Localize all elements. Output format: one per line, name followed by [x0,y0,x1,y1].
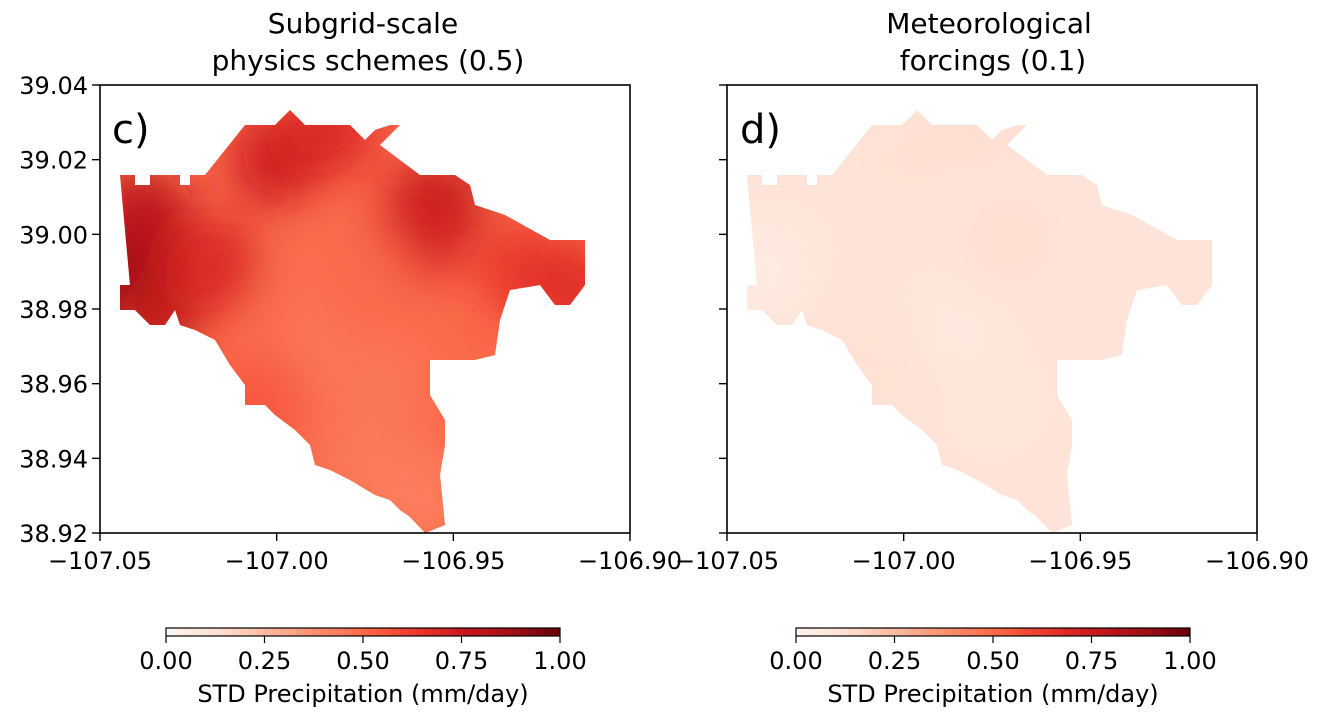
panel-c-title-line-2: physics schemes (0.5) [212,44,525,77]
panel-d-field-cell-0 [747,223,811,320]
panel-c-precip-field [120,110,585,533]
panel-d-axes: −107.05 −107.00 −106.95 −106.90 [675,84,1309,575]
panel-c-axes: −107.05 −107.00 −106.95 −106.90 38.92 38.94 38… [19,72,682,575]
panel-c-colorbar-tick-label-0: 0.00 [139,647,192,675]
panel-c-ytick-label-0: 38.92 [19,520,88,548]
panel-d-field-cell-1 [855,111,952,208]
panel-d-title-line-2: forcings (0.1) [900,44,1086,77]
panel-d-colorbar: 0.00 0.25 0.50 0.75 1.00 [769,627,1217,675]
panel-c-colorbar-label: STD Precipitation (mm/day) [197,680,528,708]
panel-c-ytick-label-2: 38.96 [19,371,88,399]
panel-c: Subgrid-scale physics schemes (0.5) c) −… [19,7,682,708]
panel-c-precip-map [120,110,585,533]
panel-c-ytick-label-3: 38.98 [19,296,88,324]
panel-d-field-cell-9 [997,447,1093,533]
panel-d-xtick-label-1: −107.00 [852,547,956,575]
panel-c-colorbar-tick-label-3: 0.75 [435,647,488,675]
panel-c-field-cell-13 [211,354,307,451]
panel-c-field-cell-1 [120,167,191,264]
panel-d: Meteorological forcings (0.1) d) −107.05… [675,7,1309,708]
panel-c-field-cell-11 [317,223,413,320]
panel-c-colorbar-tick-label-1: 0.25 [238,647,291,675]
panel-d-xtick-label-3: −106.90 [1205,547,1309,575]
panel-d-xtick-label-0: −107.05 [675,547,779,575]
panel-c-xtick-label-2: −106.95 [401,547,505,575]
panel-c-field-cell-16 [370,447,466,533]
panel-d-precip-map [747,110,1212,533]
panel-c-xtick-label-1: −107.00 [225,547,329,575]
panel-d-title-line-1: Meteorological [886,7,1092,40]
panel-d-field-cell-8 [944,354,1040,451]
panel-c-field-cell-9 [529,242,585,339]
panel-c-colorbar-tick-label-4: 1.00 [533,647,586,675]
panel-c-field-cell-5 [281,110,378,178]
panel-d-colorbar-tick-label-3: 0.75 [1065,647,1118,675]
panel-c-ytick-label-4: 39.00 [19,221,88,249]
panel-d-colorbar-tick-label-4: 1.00 [1163,647,1216,675]
panel-d-field-cell-7 [908,279,1005,376]
panel-c-colorbar: 0.00 0.25 0.50 0.75 1.00 [139,627,587,675]
panel-d-xtick-label-2: −106.95 [1028,547,1132,575]
panel-c-xtick-label-3: −106.90 [578,547,682,575]
panel-c-colorbar-bar [165,627,561,637]
panel-c-title-line-1: Subgrid-scale [268,7,458,40]
panel-c-field-cell-14 [334,335,431,432]
panel-c-field-cell-3 [165,216,262,313]
panel-c-label: c) [112,107,150,153]
panel-c-ytick-label-6: 39.04 [19,72,88,100]
panel-d-field-cell-4 [1103,223,1199,320]
panel-d-colorbar-bar [795,627,1191,637]
panel-c-ytick-label-5: 39.02 [19,147,88,175]
panel-c-field-cells [120,110,585,533]
panel-d-colorbar-label: STD Precipitation (mm/day) [827,680,1158,708]
panel-d-colorbar-tick-label-0: 0.00 [769,647,822,675]
panel-c-xtick-label-0: −107.05 [48,547,152,575]
panel-c-ytick-label-1: 38.94 [19,445,88,473]
panel-d-colorbar-tick-label-2: 0.50 [966,647,1019,675]
panel-d-field-cell-2 [926,110,1023,171]
panel-d-label: d) [740,107,781,153]
panel-d-precip-field [747,110,1212,533]
panel-d-field-cells [747,110,1199,533]
panel-d-colorbar-tick-label-1: 0.25 [868,647,921,675]
panel-c-colorbar-tick-label-2: 0.50 [336,647,389,675]
panel-d-field-cell-3 [961,193,1058,290]
